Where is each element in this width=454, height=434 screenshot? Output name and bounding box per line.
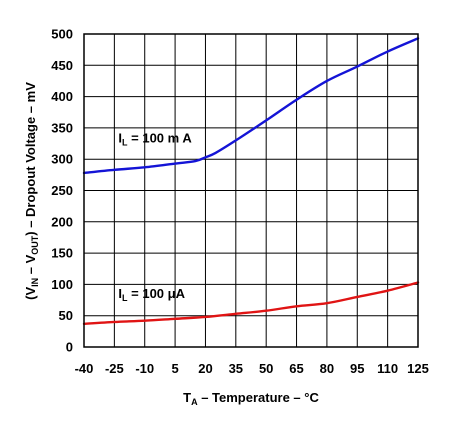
y-tick-label: 300 [51, 152, 73, 167]
y-axis-label-p3: ) – Dropout Voltage – mV [23, 82, 38, 236]
x-tick-label: 65 [289, 361, 303, 376]
x-tick-labels: -40 -25 -10 5 20 35 50 65 80 95 110 125 [75, 361, 429, 376]
y-tick-label: 200 [51, 214, 73, 229]
y-tick-labels: 0 50 100 150 200 250 300 350 400 450 500 [51, 27, 73, 355]
x-axis-label: TA – Temperature – °C [183, 390, 319, 407]
x-tick-label: 110 [377, 361, 398, 376]
x-axis-label-sub: A [191, 397, 198, 407]
y-axis-label-s2: OUT [30, 235, 40, 255]
plot-frame [83, 33, 419, 348]
y-axis-label-s1: IN [30, 278, 40, 287]
y-axis-label-p1: (V [23, 287, 38, 300]
x-tick-label: 125 [407, 361, 429, 376]
y-tick-label: 50 [59, 308, 73, 323]
x-tick-label: 35 [229, 361, 243, 376]
y-tick-label: 500 [51, 27, 73, 42]
y-tick-label: 350 [51, 120, 73, 135]
x-tick-label: -40 [75, 361, 94, 376]
x-tick-label: 80 [320, 361, 334, 376]
x-tick-label: -10 [135, 361, 154, 376]
x-tick-label: 50 [259, 361, 273, 376]
y-tick-label: 100 [51, 277, 73, 292]
y-axis-label-p2: – V [23, 254, 38, 277]
x-axis-label-main: T [183, 390, 191, 405]
x-tick-label: 20 [198, 361, 212, 376]
x-tick-label: 95 [350, 361, 364, 376]
x-axis-label-rest: – Temperature – °C [198, 390, 320, 405]
y-tick-label: 400 [51, 89, 73, 104]
series-line-100ua [82, 281, 420, 326]
y-tick-label: 450 [51, 58, 73, 73]
series-line-100ma [82, 37, 420, 175]
x-tick-label: -25 [105, 361, 124, 376]
annotations: IL = 100 m A IL = 100 μA [118, 130, 192, 303]
x-tick-label: 5 [171, 361, 178, 376]
series-annotation-100ma: IL = 100 m A [118, 130, 192, 147]
y-tick-label: 0 [66, 340, 73, 355]
series-annotation-100ua: IL = 100 μA [118, 286, 185, 303]
series-layer [82, 37, 420, 326]
y-axis-label: (VIN – VOUT) – Dropout Voltage – mV [23, 82, 40, 300]
y-tick-label: 250 [51, 183, 73, 198]
y-tick-label: 150 [51, 246, 73, 261]
